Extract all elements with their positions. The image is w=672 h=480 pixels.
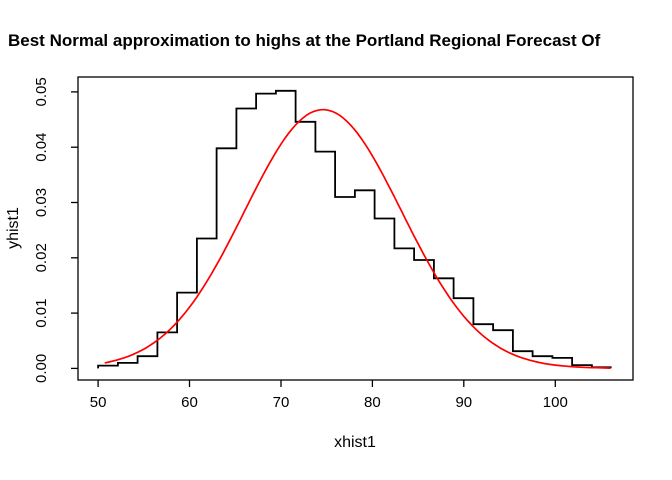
x-tick-label: 100 — [543, 394, 568, 411]
x-axis-ticks: 50 60 70 80 90 100 — [90, 380, 568, 411]
y-tick-label: 0.01 — [33, 298, 50, 327]
x-tick-label: 50 — [90, 394, 107, 411]
normal-curve-line — [104, 108, 611, 369]
x-tick-label: 80 — [364, 394, 381, 411]
y-tick-label: 0.04 — [33, 133, 50, 162]
y-axis-title: yhist1 — [5, 207, 22, 249]
x-tick-label: 70 — [273, 394, 290, 411]
x-axis-title: xhist1 — [334, 434, 376, 451]
histogram-step-line — [97, 89, 612, 369]
y-tick-label: 0.00 — [33, 354, 50, 383]
x-tick-label: 90 — [455, 394, 472, 411]
plot-border — [77, 76, 634, 381]
x-tick-label: 60 — [181, 394, 198, 411]
y-tick-label: 0.03 — [33, 188, 50, 217]
y-axis-ticks: 0.00 0.01 0.02 0.03 0.04 0.05 — [33, 77, 78, 383]
chart-title: Best Normal approximation to highs at th… — [8, 31, 601, 50]
y-tick-label: 0.05 — [33, 77, 50, 106]
y-tick-label: 0.02 — [33, 243, 50, 272]
